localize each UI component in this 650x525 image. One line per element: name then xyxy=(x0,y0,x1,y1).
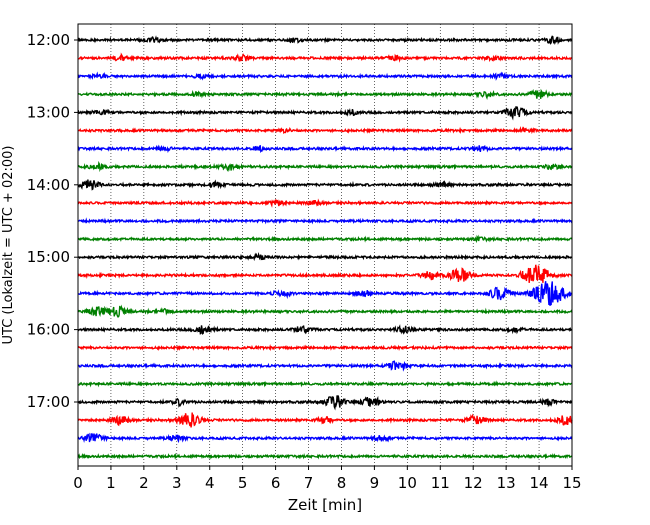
y-axis-label: UTC (Lokalzeit = UTC + 02:00) xyxy=(1,146,16,345)
x-tick-label: 10 xyxy=(398,474,417,492)
trace-row-1715 xyxy=(77,412,573,428)
y-tick-label: 17:00 xyxy=(27,393,70,411)
x-axis-label: Zeit [min] xyxy=(288,496,362,514)
x-tick-label: 0 xyxy=(73,474,83,492)
trace-row-1345 xyxy=(77,160,573,173)
trace-row-1230 xyxy=(77,71,573,81)
x-tick-label: 4 xyxy=(205,474,215,492)
trace-row-1600 xyxy=(77,324,573,335)
x-tick-label: 9 xyxy=(370,474,380,492)
x-tick-label: 5 xyxy=(238,474,248,492)
trace-row-1245 xyxy=(77,88,573,100)
trace-row-1730 xyxy=(77,432,573,444)
trace-row-1330 xyxy=(77,144,573,154)
trace-row-1745 xyxy=(77,452,573,461)
y-tick-label: 15:00 xyxy=(27,248,70,266)
trace-row-1430 xyxy=(77,217,573,225)
trace-row-1415 xyxy=(77,198,573,208)
trace-row-1630 xyxy=(77,360,573,372)
trace-row-1700 xyxy=(77,395,573,411)
x-tick-label: 1 xyxy=(106,474,116,492)
trace-row-1215 xyxy=(77,52,573,63)
trace-row-1315 xyxy=(77,126,573,135)
x-tick-label: 8 xyxy=(337,474,347,492)
y-tick-label: 13:00 xyxy=(27,103,70,121)
x-tick-label: 6 xyxy=(271,474,281,492)
x-tick-label: 12 xyxy=(464,474,483,492)
x-tick-label: 7 xyxy=(304,474,314,492)
trace-row-1615 xyxy=(77,343,573,352)
trace-row-1445 xyxy=(77,234,573,244)
x-axis-ticks: 0 1 2 3 4 5 6 7 8 9 10 11 12 13 14 15 xyxy=(73,466,582,492)
trace-row-1545 xyxy=(77,304,573,318)
trace-row-1400 xyxy=(77,179,573,191)
x-tick-label: 15 xyxy=(562,474,581,492)
x-tick-label: 2 xyxy=(139,474,149,492)
y-tick-label: 12:00 xyxy=(27,31,70,49)
trace-row-1515 xyxy=(77,264,573,283)
x-tick-label: 11 xyxy=(431,474,450,492)
trace-row-1645 xyxy=(77,380,573,388)
trace-layer xyxy=(77,35,573,461)
x-tick-label: 3 xyxy=(172,474,182,492)
y-tick-label: 16:00 xyxy=(27,321,70,339)
trace-row-1500 xyxy=(77,252,573,262)
trace-row-1200 xyxy=(77,35,573,46)
trace-row-1300 xyxy=(77,106,573,121)
y-tick-label: 14:00 xyxy=(27,176,70,194)
x-tick-label: 13 xyxy=(497,474,516,492)
grid-layer xyxy=(110,24,540,466)
y-axis-ticks: 12:00 13:00 14:00 15:00 16:00 17:00 xyxy=(27,31,78,411)
x-tick-label: 14 xyxy=(530,474,549,492)
trace-row-1530 xyxy=(77,281,573,306)
plot-frame xyxy=(77,23,573,467)
